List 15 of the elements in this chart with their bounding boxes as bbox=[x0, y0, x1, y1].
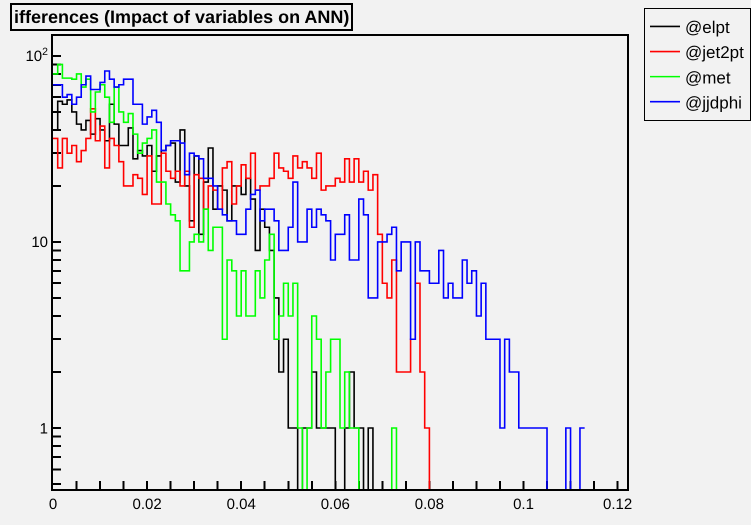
chart-title: ifferences (Impact of variables on ANN) bbox=[14, 7, 350, 27]
x-tick-label: 0.08 bbox=[414, 496, 444, 513]
legend-label: @met bbox=[685, 68, 731, 88]
y-tick-label: 1 bbox=[40, 420, 48, 438]
x-tick-label: 0 bbox=[48, 496, 58, 513]
x-tick-label: 0.12 bbox=[602, 496, 632, 513]
x-tick-label: 0.04 bbox=[226, 496, 256, 513]
y-tick-label: 10 bbox=[31, 234, 48, 252]
legend-label: @jjdphi bbox=[685, 93, 742, 112]
legend-label: @jet2pt bbox=[685, 43, 744, 62]
x-tick-label: 0.02 bbox=[132, 496, 162, 513]
y-tick-label: 10$^{2}$ bbox=[25, 46, 48, 66]
legend-label: @elpt bbox=[685, 18, 730, 38]
x-tick-label: 0.1 bbox=[513, 496, 534, 513]
x-tick-label: 0.06 bbox=[320, 496, 350, 513]
